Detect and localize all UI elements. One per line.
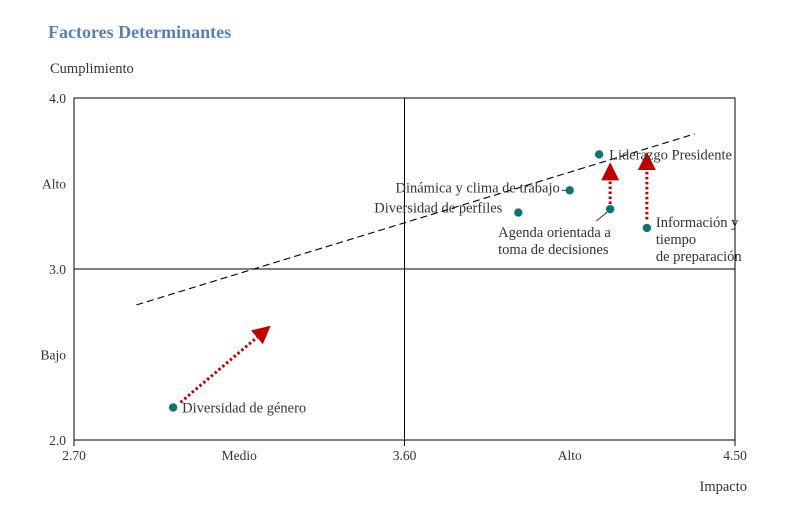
y-tick-label: 2.0 (49, 433, 66, 448)
y-category-label: Bajo (41, 348, 67, 363)
point-label: Liderazgo Presidente (609, 147, 732, 163)
data-point (594, 150, 604, 159)
x-tick-label: 2.70 (62, 448, 86, 463)
y-tick-label: 4.0 (49, 91, 66, 106)
x-tick-label: 4.50 (723, 448, 747, 463)
data-point (168, 403, 178, 412)
x-category-label: Medio (222, 448, 257, 463)
data-point (565, 186, 574, 195)
data-point (605, 204, 615, 214)
x-axis-label: Impacto (699, 479, 747, 495)
y-category-label: Alto (42, 177, 66, 192)
y-axis-label: Cumplimiento (50, 61, 134, 77)
point-label-line: toma de decisiones (498, 242, 609, 258)
plot-area: 2.70 3.60 4.50 Medio Alto 2.0 3.0 4.0 Bajo Alto Li… (41, 91, 748, 463)
point-label-line: Información y (656, 215, 739, 231)
label-leader (595, 211, 608, 222)
point-label: Información y tiempo de preparación (656, 215, 742, 265)
data-point (642, 223, 652, 233)
point-label: Agenda orientada a toma de decisiones (498, 225, 611, 258)
point-label-line: tiempo (656, 232, 696, 248)
point-label: Diversidad de perfiles (374, 201, 502, 217)
chart-title: Factores Determinantes (48, 22, 231, 42)
point-label-line: Agenda orientada a (498, 225, 611, 241)
point-label: Diversidad de género (182, 401, 306, 417)
point-label: Dinámica y clima de trabajo (395, 180, 559, 196)
improvement-arrow (179, 325, 271, 404)
x-tick-label: 3.60 (393, 448, 417, 463)
data-point (514, 208, 523, 217)
y-tick-label: 3.0 (49, 262, 66, 277)
x-category-label: Alto (558, 448, 582, 463)
point-label-line: de preparación (656, 249, 742, 265)
